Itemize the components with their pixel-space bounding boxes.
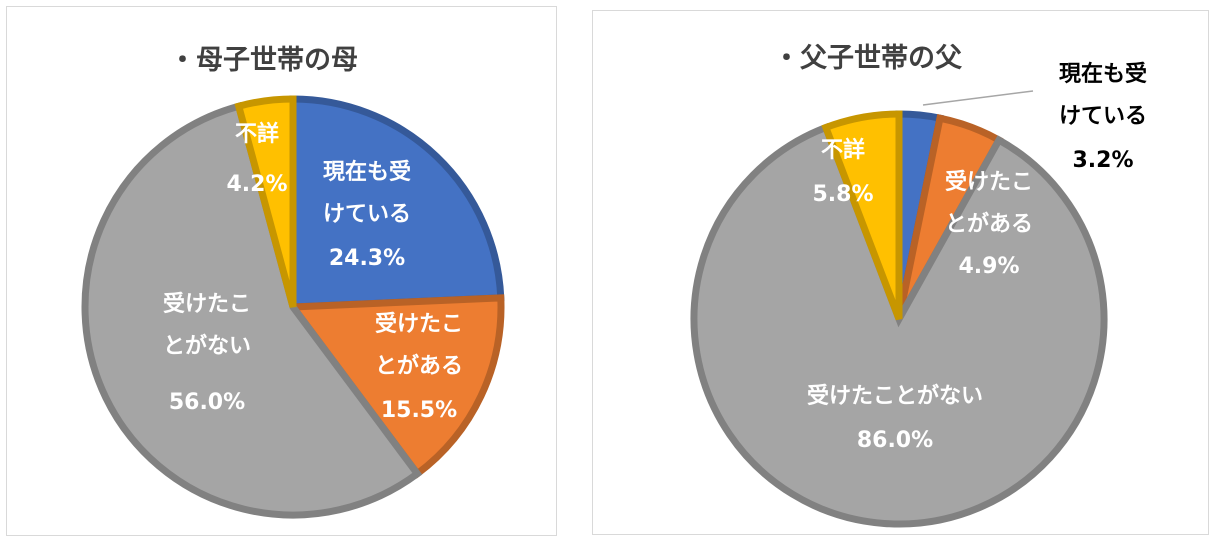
- category-label: 受けたこ: [945, 169, 1033, 195]
- pie-slices: [81, 95, 505, 519]
- value-label: 24.3%: [329, 246, 405, 271]
- category-label: 現在も受: [1059, 61, 1147, 87]
- category-label: とがある: [945, 211, 1033, 237]
- pie-chart-mother: ・母子世帯の母 現在も受 けている 24.3% 受けたこ とがある 15.5% 受けたこ とが…: [6, 6, 557, 536]
- value-label: 4.2%: [226, 172, 287, 197]
- slice-label-3: 不詳 5.8%: [812, 137, 873, 207]
- category-label: 不詳: [235, 121, 279, 147]
- value-label: 15.5%: [381, 398, 457, 423]
- slice-label-3: 不詳 4.2%: [226, 121, 287, 197]
- pie-chart-mother-svg: ・母子世帯の母 現在も受けている24.3%受けたことがある15.5%受けたことが…: [81, 44, 505, 519]
- pie-slice-3: [234, 95, 297, 308]
- category-label: けている: [1059, 104, 1147, 129]
- pie-slices: [690, 110, 1108, 528]
- value-label: 86.0%: [857, 428, 933, 453]
- value-label: 5.8%: [812, 182, 873, 207]
- pie-chart-father: ・父子世帯の父 現在も受けている 3.2% 受けたことがある 4.9% 受けたことがない…: [592, 10, 1209, 535]
- pie-slice-1: [286, 294, 505, 479]
- category-label: 現在も受: [323, 159, 411, 185]
- value-label: 4.9%: [958, 254, 1019, 279]
- slice-label-2: 受けたことがない 86.0%: [807, 383, 983, 453]
- pie-slice-3: [821, 110, 903, 321]
- category-label: 受けたこ: [375, 311, 463, 337]
- pie-slice-0: [289, 95, 505, 311]
- leader-line: [922, 90, 1034, 106]
- chart-title: ・母子世帯の母: [169, 44, 358, 76]
- pie-slice-2: [690, 122, 1108, 528]
- category-label: とがない: [163, 333, 251, 359]
- value-label: 3.2%: [1072, 148, 1133, 173]
- category-label: とがある: [375, 353, 463, 379]
- pie-slice-2: [81, 101, 423, 519]
- chart-title: ・父子世帯の父: [773, 42, 963, 74]
- category-label: けている: [323, 202, 411, 227]
- value-label: 56.0%: [169, 390, 245, 415]
- category-label: 受けたこ: [163, 291, 251, 317]
- category-label: 不詳: [821, 137, 865, 163]
- category-label: 受けたことがない: [807, 383, 983, 409]
- slice-label-2: 受けたことがない 56.0%: [163, 291, 251, 415]
